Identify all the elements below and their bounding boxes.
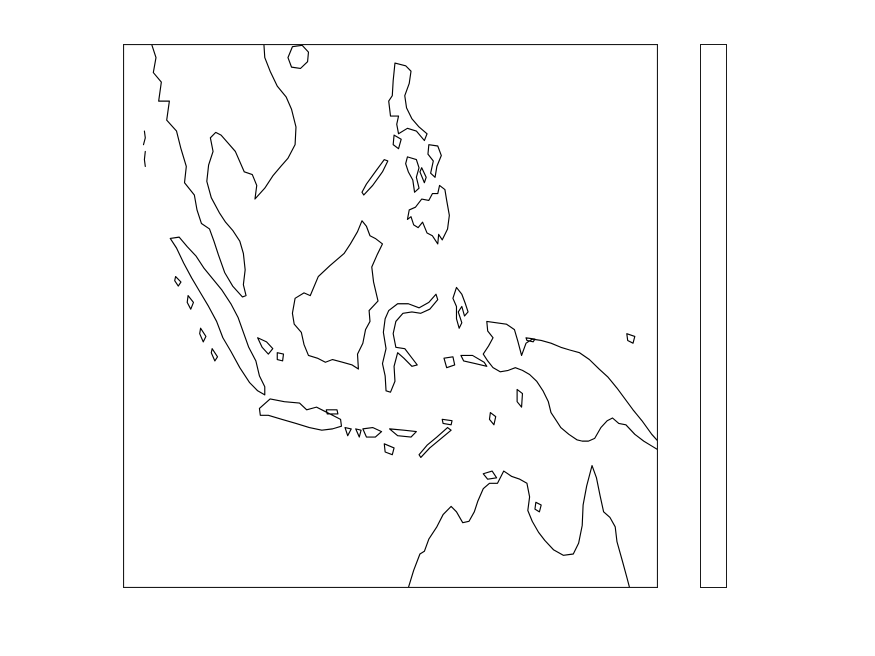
coastline-timor <box>419 428 451 458</box>
coastline-mainland-sea <box>152 44 296 297</box>
coastline-sumatra <box>170 237 265 395</box>
coastline-bali <box>345 428 351 436</box>
coastline-simeulue <box>175 277 181 287</box>
coastline-mindanao <box>407 185 449 243</box>
plot-area <box>123 44 658 588</box>
coastline-sumba <box>384 444 394 455</box>
coastline-panay-negros <box>406 157 419 192</box>
coastline-tanimbar <box>489 413 495 425</box>
coastline-australia <box>407 466 630 588</box>
coastline-yapen <box>526 338 535 342</box>
coastline-groote <box>535 502 541 512</box>
coastline-samar-leyte <box>428 145 441 178</box>
colorbar <box>700 44 727 588</box>
coastline-lombok <box>356 429 361 437</box>
coastline-sulawesi <box>382 294 437 392</box>
coastline-sumbawa <box>363 428 382 438</box>
coastline-luzon <box>389 63 427 141</box>
coastline-bangka <box>258 338 273 354</box>
coastline-nias <box>187 296 193 310</box>
coastline-melville <box>483 471 496 479</box>
coastline-andaman-2 <box>144 151 145 166</box>
coastline-pagai <box>211 349 217 361</box>
coastline-buru <box>444 357 455 368</box>
coastline-belitung <box>277 353 283 361</box>
coastline-new-guinea <box>483 321 658 452</box>
coastline-madura <box>326 410 338 414</box>
coastlines <box>144 44 658 588</box>
coastline-wetar <box>442 419 452 424</box>
coastline-cebu <box>420 168 426 183</box>
colorbar-label <box>786 44 810 588</box>
axis-border <box>123 44 658 588</box>
coastline-mindoro <box>393 135 401 149</box>
coastline-flores <box>390 429 417 437</box>
coastline-halmahera <box>453 287 468 328</box>
coastline-palawan <box>362 160 388 195</box>
map-plot <box>123 44 658 588</box>
coastline-seram <box>461 355 487 366</box>
coastline-siberut <box>200 328 206 342</box>
coastline-borneo <box>292 221 382 369</box>
coastline-andaman-1 <box>144 131 146 145</box>
coastline-hainan <box>288 45 309 68</box>
coastline-aru <box>517 389 522 407</box>
coastline-new-britain <box>627 334 635 344</box>
coastline-java <box>259 399 341 430</box>
